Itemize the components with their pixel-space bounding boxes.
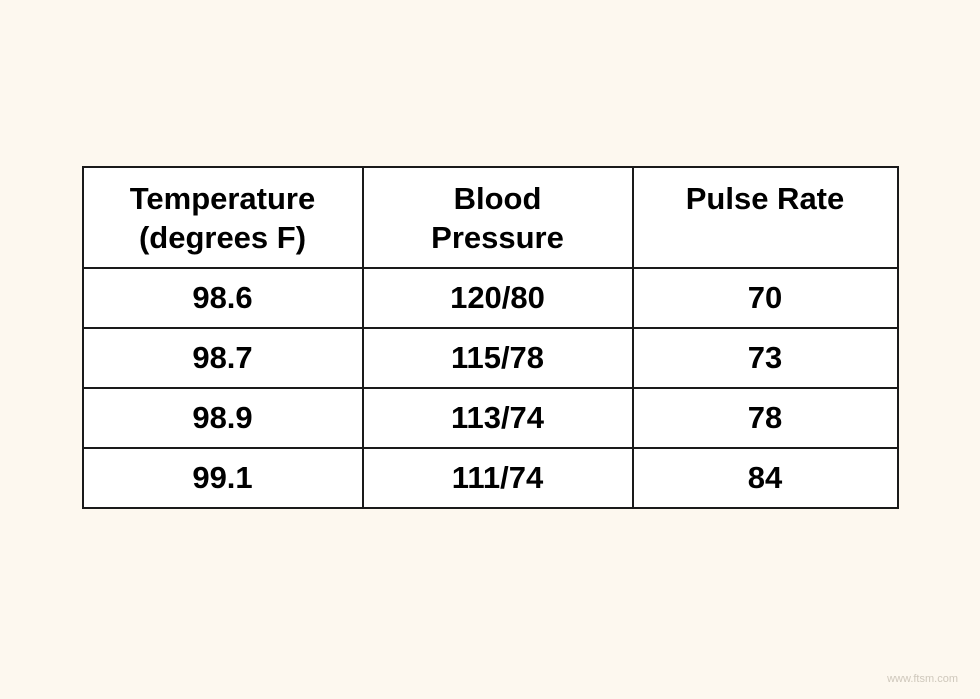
col-header-pulse-rate: Pulse Rate [633, 167, 898, 269]
col-header-bp-line2: Pressure [431, 220, 564, 255]
col-header-temperature-line1: Temperature [130, 181, 316, 216]
vitals-table: Temperature (degrees F) Blood Pressure P… [82, 166, 899, 510]
watermark-text: www.ftsm.com [887, 673, 958, 685]
table-row: 98.6 120/80 70 [83, 268, 898, 328]
cell-temperature: 98.9 [83, 388, 363, 448]
table-row: 98.7 115/78 73 [83, 328, 898, 388]
table-row: 99.1 111/74 84 [83, 448, 898, 508]
cell-pulse-rate: 70 [633, 268, 898, 328]
cell-blood-pressure: 115/78 [363, 328, 633, 388]
cell-pulse-rate: 73 [633, 328, 898, 388]
cell-blood-pressure: 120/80 [363, 268, 633, 328]
cell-blood-pressure: 111/74 [363, 448, 633, 508]
col-header-blood-pressure: Blood Pressure [363, 167, 633, 269]
col-header-pulse-line1: Pulse Rate [686, 181, 845, 216]
cell-temperature: 98.7 [83, 328, 363, 388]
col-header-bp-line1: Blood [454, 181, 542, 216]
cell-blood-pressure: 113/74 [363, 388, 633, 448]
col-header-temperature: Temperature (degrees F) [83, 167, 363, 269]
cell-pulse-rate: 78 [633, 388, 898, 448]
cell-temperature: 99.1 [83, 448, 363, 508]
table-row: 98.9 113/74 78 [83, 388, 898, 448]
cell-temperature: 98.6 [83, 268, 363, 328]
cell-pulse-rate: 84 [633, 448, 898, 508]
col-header-temperature-line2: (degrees F) [139, 220, 306, 255]
header-row: Temperature (degrees F) Blood Pressure P… [83, 167, 898, 269]
vitals-table-container: Temperature (degrees F) Blood Pressure P… [82, 166, 899, 510]
